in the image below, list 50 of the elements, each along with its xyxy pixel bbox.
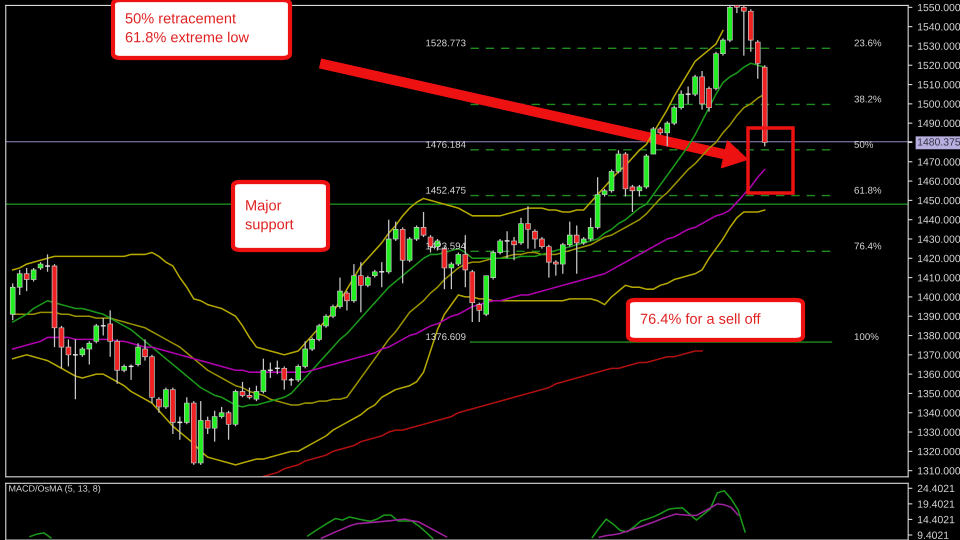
- y-tick-label: 1340.000: [918, 409, 960, 417]
- candlestick: [754, 40, 761, 80]
- candlestick: [93, 323, 100, 344]
- y-tick-label: 9.4021: [918, 532, 949, 539]
- y-tick-label: 1310.000: [918, 467, 960, 475]
- candlestick: [100, 318, 106, 336]
- y-tick-label: 1410.000: [918, 274, 960, 282]
- chart-title: MACD/OsMA (5, 13, 8): [9, 485, 100, 494]
- annotation: 50% retracement 61.8% extreme low: [126, 13, 250, 42]
- y-tick-label: 14.4021: [918, 516, 954, 524]
- text: 100%: [854, 333, 879, 340]
- y-tick-label: 1520.000: [918, 62, 960, 70]
- y-tick-label: 1450.000: [918, 196, 960, 204]
- y-tick-label: 1350.000: [918, 390, 960, 398]
- y-tick-label: 1540.000: [918, 23, 960, 31]
- ref-line-label: 1476.184: [426, 141, 466, 148]
- ref-line-label: 1528.773: [426, 40, 466, 46]
- y-tick-label: 1510.000: [918, 81, 960, 88]
- text: 76.4%: [854, 242, 882, 250]
- annotation: 76.4% for a sell off: [640, 313, 761, 324]
- y-tick-label: 1360.000: [918, 370, 960, 378]
- y-tick-label: 1390.000: [918, 312, 960, 320]
- annotation: Major support: [245, 200, 294, 232]
- y-tick-label: 1550.000: [918, 4, 960, 12]
- text: 38.2%: [854, 96, 882, 103]
- y-tick-label: 1400.000: [918, 293, 960, 301]
- y-tick-label: 1470.000: [918, 158, 960, 166]
- candlestick: [267, 362, 274, 379]
- text: 23.6%: [854, 40, 882, 46]
- y-tick-label: 1460.000: [918, 178, 960, 185]
- y-tick-label: 1370.000: [918, 351, 960, 359]
- y-tick-label: 1490.000: [918, 120, 960, 128]
- y-tick-label: 24.4021: [918, 484, 954, 492]
- y-tick-label: 1480.375: [918, 138, 960, 146]
- y-tick-label: 1380.000: [918, 332, 960, 340]
- line-series: [262, 350, 703, 477]
- y-tick-label: 1440.000: [918, 216, 960, 224]
- y-tick-label: 1320.000: [918, 448, 960, 456]
- text: 50%: [854, 141, 874, 148]
- y-tick-label: 1500.000: [918, 100, 960, 108]
- y-tick-label: 1530.000: [918, 42, 960, 50]
- text: 61.8%: [854, 186, 882, 194]
- y-tick-label: 1330.000: [918, 428, 960, 436]
- candlestick: [288, 377, 294, 386]
- candlestick: [378, 262, 385, 288]
- y-tick-label: 1430.000: [918, 235, 960, 243]
- ref-line-label: 1452.475: [426, 186, 466, 194]
- candlestick: [281, 366, 288, 390]
- y-tick-label: 19.4021: [918, 500, 954, 508]
- y-tick-label: 1420.000: [918, 254, 960, 262]
